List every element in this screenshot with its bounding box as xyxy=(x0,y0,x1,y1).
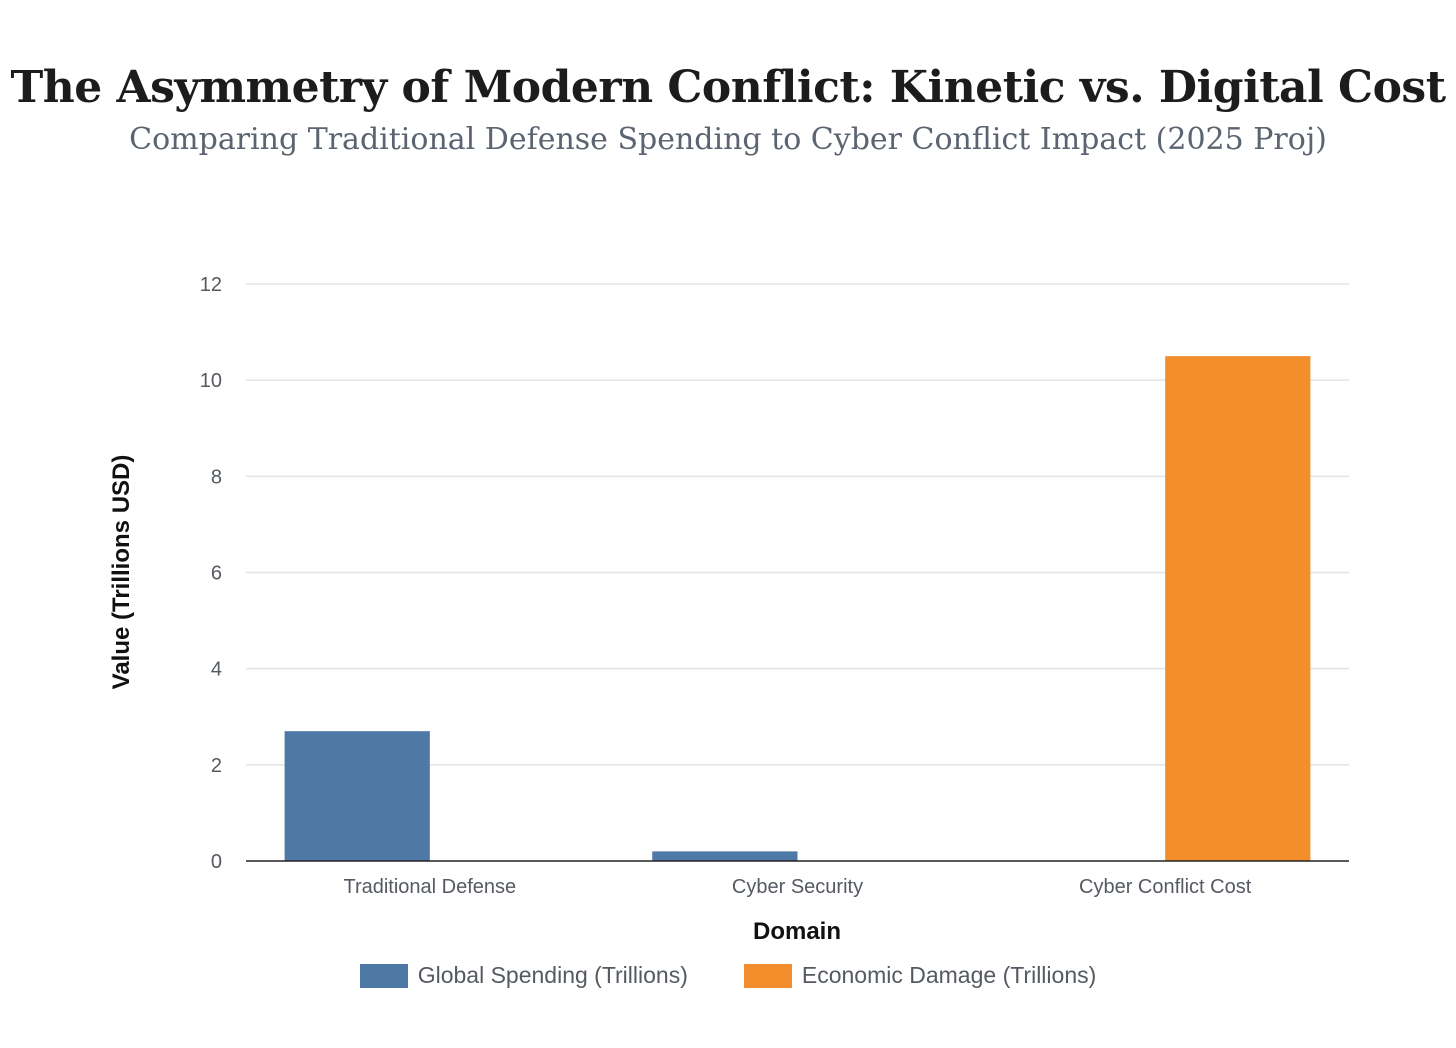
x-tick-label: Cyber Security xyxy=(732,876,863,898)
x-tick-label: Traditional Defense xyxy=(343,876,516,898)
bars xyxy=(284,356,1311,861)
chart-subtitle: Comparing Traditional Defense Spending t… xyxy=(129,122,1327,157)
legend-swatch-global-spending xyxy=(359,963,408,988)
y-tick-label: 2 xyxy=(211,755,222,777)
y-tick-label: 10 xyxy=(200,370,222,392)
y-axis-title: Value (Trillions USD) xyxy=(108,455,135,690)
bar-economic-damage-2[interactable] xyxy=(1165,356,1311,861)
legend: Global Spending (Trillions) Economic Dam… xyxy=(0,962,1456,989)
bar-global-spending-1[interactable] xyxy=(652,851,798,861)
legend-label-global-spending: Global Spending (Trillions) xyxy=(417,962,688,988)
y-tick-label: 0 xyxy=(211,851,222,873)
x-tick-label: Cyber Conflict Cost xyxy=(1079,876,1252,898)
x-axis-title: Domain xyxy=(753,918,841,945)
legend-item-economic-damage[interactable]: Economic Damage (Trillions) xyxy=(743,962,1097,989)
y-tick-label: 6 xyxy=(211,563,222,585)
bar-global-spending-0[interactable] xyxy=(284,731,430,861)
x-tick-labels: Traditional Defense Cyber Security Cyber C… xyxy=(343,876,1251,898)
y-tick-label: 12 xyxy=(200,274,222,296)
chart-title: The Asymmetry of Modern Conflict: Kineti… xyxy=(10,62,1446,113)
y-tick-label: 4 xyxy=(211,659,222,681)
y-tick-labels: 0 2 4 6 8 10 12 xyxy=(200,274,222,873)
legend-label-economic-damage: Economic Damage (Trillions) xyxy=(801,962,1097,988)
legend-swatch-economic-damage xyxy=(743,963,792,988)
legend-item-global-spending[interactable]: Global Spending (Trillions) xyxy=(359,962,688,989)
y-tick-label: 8 xyxy=(211,466,222,488)
